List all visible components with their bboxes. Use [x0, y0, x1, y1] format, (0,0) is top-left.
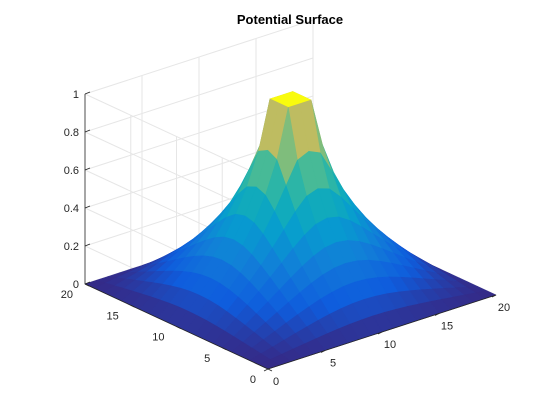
y-tick: [267, 368, 273, 372]
y-tick: [176, 326, 181, 329]
z-tick: [84, 205, 91, 209]
grid-line: [84, 57, 314, 133]
y-tick-label: 5: [204, 353, 210, 365]
grid-line: [84, 93, 269, 180]
y-tick-label: 0: [250, 374, 256, 386]
z-tick: [84, 91, 91, 95]
x-tick: [263, 368, 269, 372]
x-tick-label: 0: [273, 376, 279, 388]
surface: [84, 91, 497, 370]
z-tick-label: 0: [73, 279, 79, 291]
x-tick-label: 5: [330, 358, 336, 370]
y-tick-label: 15: [107, 310, 119, 322]
grid-line: [84, 19, 314, 95]
y-tick-label: 20: [61, 289, 73, 301]
x-tick-label: 15: [441, 321, 453, 333]
x-tick: [377, 331, 383, 335]
y-tick: [222, 347, 227, 351]
z-tick-label: 0.2: [64, 241, 79, 253]
z-tick: [84, 167, 91, 171]
y-tick: [130, 304, 135, 308]
z-tick-label: 1: [73, 89, 79, 101]
z-tick-label: 0.4: [64, 203, 79, 215]
x-tick-label: 10: [384, 339, 396, 351]
z-tick-label: 0.6: [64, 165, 79, 177]
z-tick: [84, 243, 91, 247]
z-tick: [84, 129, 91, 133]
chart-title: Potential Surface: [237, 12, 343, 27]
y-tick: [84, 283, 90, 287]
z-tick: [84, 281, 91, 285]
x-tick-label: 20: [498, 302, 510, 314]
z-tick-label: 0.8: [64, 127, 79, 139]
x-tick: [434, 313, 440, 316]
y-tick-label: 10: [152, 332, 164, 344]
x-tick: [320, 350, 326, 353]
x-tick: [491, 294, 497, 298]
